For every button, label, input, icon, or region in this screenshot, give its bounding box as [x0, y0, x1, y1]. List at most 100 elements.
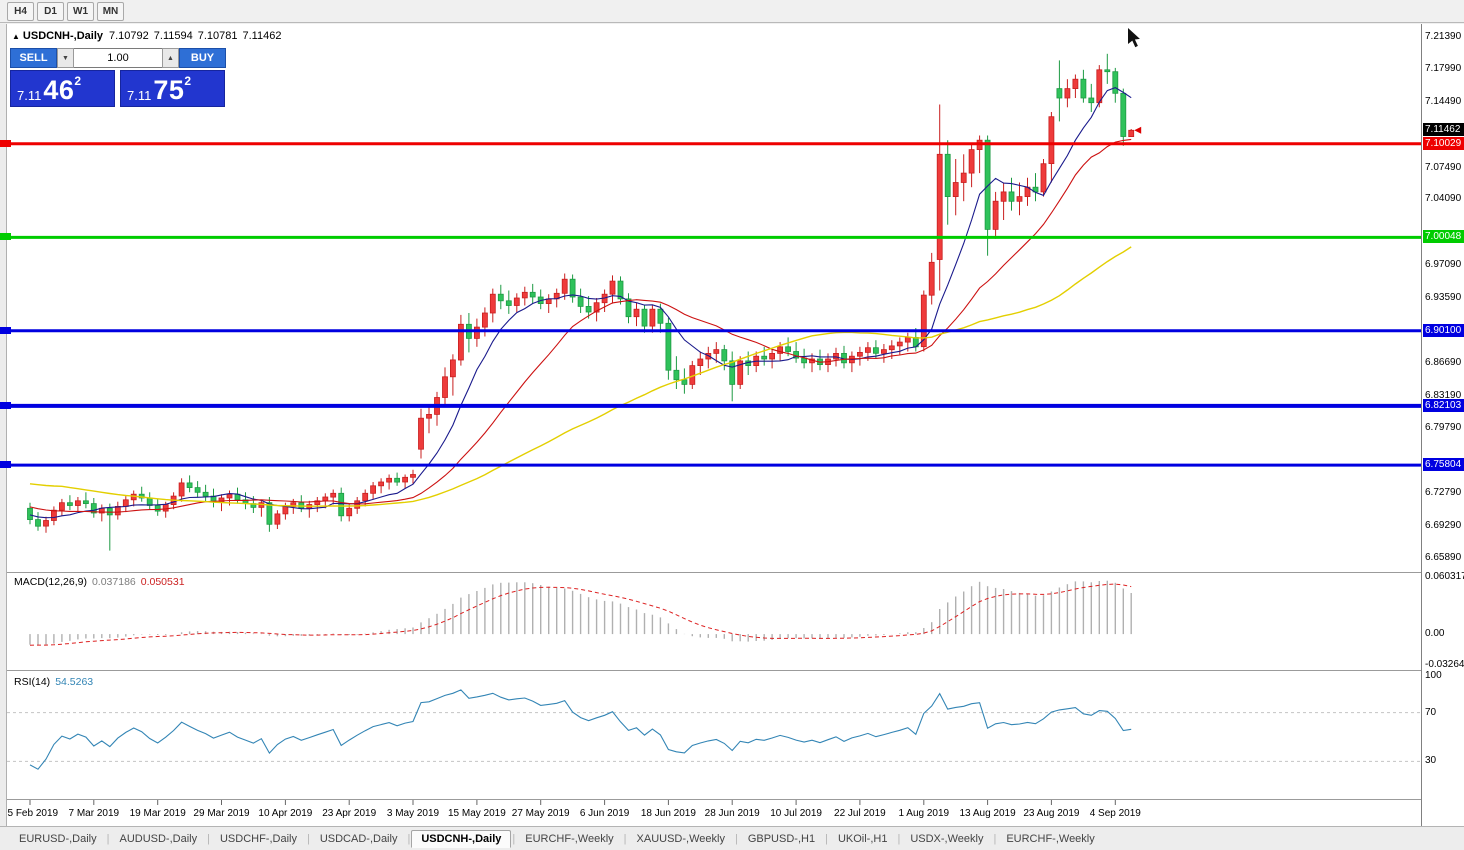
price-tick: 7.14490	[1425, 96, 1462, 107]
price-tick: 6.93590	[1425, 292, 1462, 303]
price-tick: 6.86690	[1425, 357, 1462, 368]
symbol-label: USDCNH-,Daily	[22, 30, 103, 42]
svg-text:29 Mar 2019: 29 Mar 2019	[193, 808, 250, 819]
price-tick: 6.65890	[1425, 552, 1462, 563]
chart-tab-xauusd-weekly[interactable]: XAUUSD-,Weekly	[636, 832, 725, 845]
svg-text:6 Jun 2019: 6 Jun 2019	[580, 808, 630, 819]
macd-name: MACD(12,26,9)	[14, 576, 87, 588]
chart-tab-audusd-daily[interactable]: AUDUSD-,Daily	[119, 832, 198, 845]
bid-price-sup: 2	[74, 74, 82, 88]
timeframe-button-w1[interactable]: W1	[67, 1, 94, 21]
collapse-arrow-icon[interactable]: ▲	[12, 32, 20, 41]
volume-increase-button[interactable]: ▲	[162, 48, 179, 68]
timeframe-button-mn[interactable]: MN	[97, 1, 124, 21]
bid-price-head: 7.11	[17, 88, 42, 103]
tab-divider: |	[734, 832, 738, 845]
chart-window	[0, 24, 1464, 826]
svg-text:18 Jun 2019: 18 Jun 2019	[641, 808, 696, 819]
chart-tab-usdx-weekly[interactable]: USDX-,Weekly	[910, 832, 984, 845]
svg-text:22 Jul 2019: 22 Jul 2019	[834, 808, 886, 819]
volume-input[interactable]	[74, 48, 162, 68]
level-left-marker[interactable]	[0, 402, 11, 409]
chart-tab-gbpusd-h1[interactable]: GBPUSD-,H1	[747, 832, 816, 845]
bid-price-panel[interactable]: 7.11 46 2	[10, 70, 115, 107]
low-value: 7.10781	[197, 30, 238, 42]
price-tick: 7.04090	[1425, 193, 1462, 204]
svg-text:27 May 2019: 27 May 2019	[512, 808, 570, 819]
macd-label: MACD(12,26,9) 0.037186 0.050531	[14, 576, 185, 588]
tab-divider: |	[512, 832, 516, 845]
level-left-marker[interactable]	[0, 140, 11, 147]
pane-separator[interactable]	[7, 670, 1464, 671]
buy-button[interactable]: BUY	[179, 48, 226, 68]
svg-text:7 Mar 2019: 7 Mar 2019	[69, 808, 120, 819]
tab-divider: |	[825, 832, 828, 845]
high-value: 7.11594	[153, 30, 193, 42]
ask-price-panel[interactable]: 7.11 75 2	[120, 70, 225, 107]
level-left-marker[interactable]	[0, 461, 11, 468]
price-tick: 7.21390	[1425, 31, 1462, 42]
macd-main-value: 0.037186	[91, 576, 136, 588]
ask-price-big: 75	[153, 75, 185, 106]
candlesticks	[27, 53, 1135, 551]
date-axis[interactable]: 25 Feb 2019 7 Mar 2019 19 Mar 2019 29 Mar 2…	[7, 800, 1141, 819]
chart-tab-usdcnh-daily[interactable]: USDCNH-,Daily	[411, 829, 512, 848]
macd-signal-value: 0.050531	[140, 576, 185, 588]
tab-divider: |	[106, 832, 110, 845]
rsi-value: 54.5263	[55, 676, 94, 688]
svg-text:23 Aug 2019: 23 Aug 2019	[1023, 808, 1080, 819]
ask-price-head: 7.11	[127, 88, 152, 103]
level-price-label: 7.10029	[1423, 137, 1464, 150]
chart-tab-usdchf-daily[interactable]: USDCHF-,Daily	[219, 832, 297, 845]
price-axis[interactable]: 7.21390 7.17990 7.14490 7.07490 7.04090 6.970…	[1421, 24, 1464, 826]
price-tick: 7.17990	[1425, 63, 1462, 74]
tab-divider: |	[993, 832, 997, 845]
level-price-label: 7.00048	[1423, 230, 1464, 243]
chart-tab-eurchf-weekly[interactable]: EURCHF-,Weekly	[1006, 832, 1095, 845]
macd-signal-line	[29, 583, 1132, 646]
rsi-axis-tick: 100	[1425, 670, 1442, 681]
chart-tab-bar: EURUSD-,Daily | AUDUSD-,Daily | USDCHF-,Dail…	[0, 826, 1464, 850]
chart-canvas[interactable]: 25 Feb 2019 7 Mar 2019 19 Mar 2019 29 Mar 2…	[7, 24, 1421, 824]
close-value: 7.11462	[242, 30, 282, 42]
timeframe-button-h4[interactable]: H4	[7, 1, 34, 21]
svg-text:10 Apr 2019: 10 Apr 2019	[258, 808, 312, 819]
last-price-arrow-icon	[1134, 126, 1142, 134]
rsi-line	[29, 689, 1132, 770]
svg-text:13 Aug 2019: 13 Aug 2019	[960, 808, 1017, 819]
current-price-label: 7.11462	[1423, 123, 1464, 136]
rsi-guide-lines	[7, 712, 1421, 762]
timeframe-toolbar: H4 D1 W1 MN	[0, 0, 1464, 23]
volume-decrease-button[interactable]: ▼	[57, 48, 74, 68]
ma-50-line	[29, 246, 1132, 507]
level-price-label: 6.82103	[1423, 399, 1464, 412]
level-left-marker[interactable]	[0, 233, 11, 240]
ask-price-sup: 2	[184, 74, 192, 88]
chart-tab-eurchf-weekly[interactable]: EURCHF-,Weekly	[525, 832, 614, 845]
svg-text:15 May 2019: 15 May 2019	[448, 808, 506, 819]
rsi-label: RSI(14) 54.5263	[14, 676, 93, 688]
chart-tab-eurusd-daily[interactable]: EURUSD-,Daily	[19, 832, 97, 845]
one-click-trading-panel: SELL ▼ ▲ BUY 7.11 46 2 7.11 75 2	[10, 48, 230, 107]
pane-separator[interactable]	[7, 572, 1464, 573]
open-value: 7.10792	[109, 30, 149, 42]
price-tick: 6.97090	[1425, 259, 1462, 270]
macd-axis-tick: -0.032648	[1425, 659, 1464, 670]
tab-divider: |	[623, 832, 627, 845]
rsi-axis-tick: 30	[1425, 755, 1437, 766]
macd-axis-tick: 0.060317	[1425, 571, 1464, 582]
price-tick: 6.83190	[1425, 390, 1462, 401]
chart-tab-usdcad-daily[interactable]: USDCAD-,Daily	[319, 832, 398, 845]
macd-axis-tick: 0.00	[1425, 628, 1445, 639]
bid-price-big: 46	[43, 75, 75, 106]
svg-text:3 May 2019: 3 May 2019	[387, 808, 440, 819]
tab-divider: |	[306, 832, 310, 845]
price-tick: 7.07490	[1425, 162, 1462, 173]
timeframe-button-d1[interactable]: D1	[37, 1, 64, 21]
sell-button[interactable]: SELL	[10, 48, 57, 68]
level-left-marker[interactable]	[0, 327, 11, 334]
svg-text:28 Jun 2019: 28 Jun 2019	[705, 808, 760, 819]
chart-tab-ukoil-h1[interactable]: UKOil-,H1	[837, 832, 888, 845]
tab-divider: |	[897, 832, 901, 845]
